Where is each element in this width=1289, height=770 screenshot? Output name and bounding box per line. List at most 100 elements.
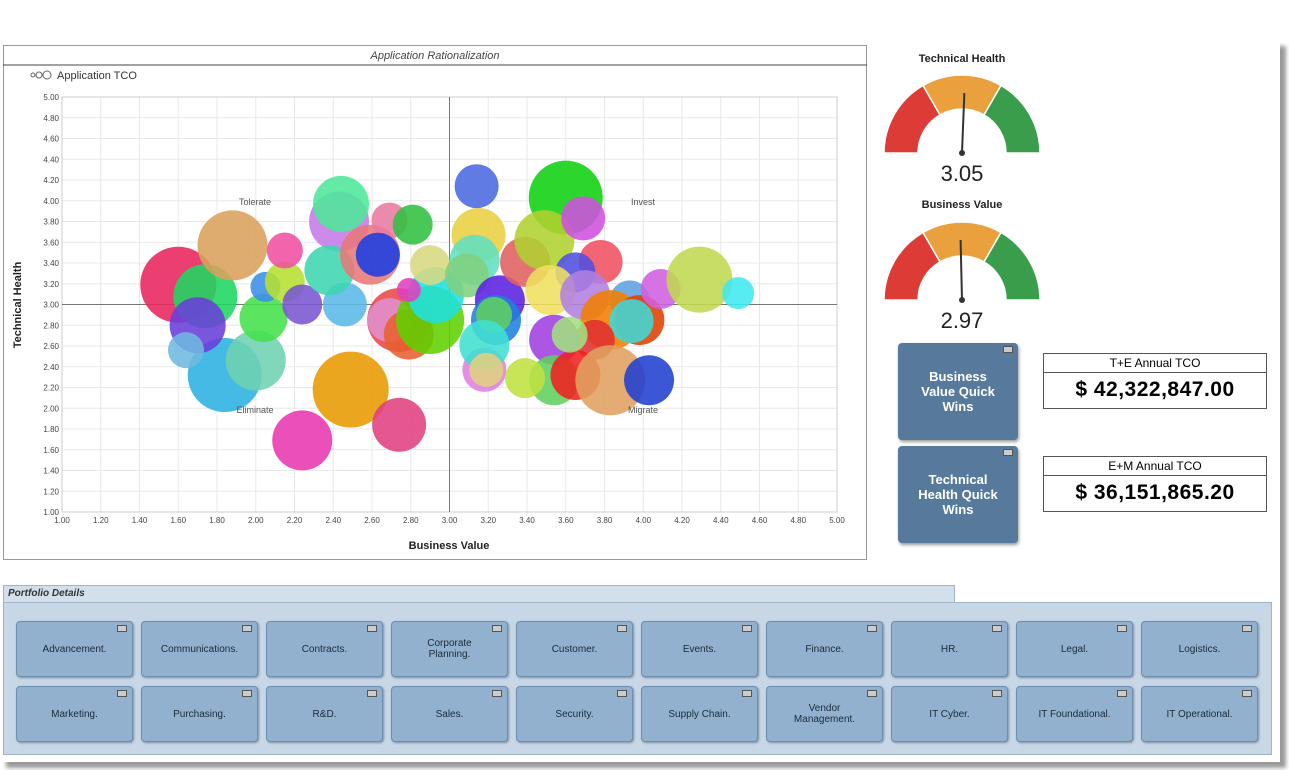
portfolio-button[interactable]: IT Cyber.	[891, 686, 1008, 742]
gauge-hub	[959, 297, 965, 303]
y-tick-label: 4.20	[43, 176, 59, 185]
quadrant-label: Eliminate	[236, 405, 273, 415]
button-label: Corporate Planning.	[427, 638, 472, 660]
x-tick-label: 4.60	[752, 516, 768, 525]
y-tick-label: 4.60	[43, 135, 59, 144]
portfolio-button[interactable]: Corporate Planning.	[391, 621, 508, 677]
bubble	[392, 204, 433, 245]
gauge-value: 2.97	[941, 308, 984, 333]
x-tick-label: 3.00	[442, 516, 458, 525]
portfolio-button[interactable]: Logistics.	[1141, 621, 1258, 677]
gauges: Technical Health 3.05 Business Value 2.97	[883, 53, 1041, 333]
button-label: Business Value Quick Wins	[921, 369, 995, 414]
button-label: Logistics.	[1178, 643, 1221, 655]
x-tick-label: 5.00	[829, 516, 845, 525]
button-label: Vendor Management.	[793, 703, 856, 725]
quick-wins-button[interactable]: Technical Health Quick Wins	[898, 446, 1018, 543]
x-tick-label: 2.40	[325, 516, 341, 525]
portfolio-button[interactable]: Supply Chain.	[641, 686, 758, 742]
portfolio-button[interactable]: IT Operational.	[1141, 686, 1258, 742]
y-tick-label: 3.00	[43, 301, 59, 310]
portfolio-button[interactable]: Finance.	[766, 621, 883, 677]
y-tick-label: 1.40	[43, 467, 59, 476]
bubble	[505, 358, 546, 399]
portfolio-button[interactable]: HR.	[891, 621, 1008, 677]
x-tick-label: 2.60	[364, 516, 380, 525]
legend-icon	[35, 71, 43, 79]
portfolio-button[interactable]: R&D.	[266, 686, 383, 742]
x-tick-label: 3.60	[558, 516, 574, 525]
portfolio-button[interactable]: Security.	[516, 686, 633, 742]
y-tick-label: 2.00	[43, 404, 59, 413]
bubble	[575, 345, 646, 416]
bubble	[372, 397, 427, 452]
x-tick-label: 1.60	[170, 516, 186, 525]
icon	[492, 625, 502, 632]
portfolio-button[interactable]: Marketing.	[16, 686, 133, 742]
icon	[1117, 690, 1127, 697]
y-tick-label: 2.60	[43, 342, 59, 351]
icon	[117, 625, 127, 632]
icon	[1242, 690, 1252, 697]
legend-icon	[42, 70, 52, 80]
y-tick-label: 3.40	[43, 259, 59, 268]
y-tick-label: 3.20	[43, 280, 59, 289]
portfolio-button[interactable]: Purchasing.	[141, 686, 258, 742]
bubble	[454, 164, 499, 209]
button-label: Marketing.	[51, 708, 98, 720]
bubble	[469, 352, 504, 387]
portfolio-button[interactable]: Sales.	[391, 686, 508, 742]
button-label: IT Cyber.	[929, 708, 970, 720]
button-label: Finance.	[805, 643, 844, 655]
bubble	[272, 410, 333, 471]
portfolio-button[interactable]: IT Foundational.	[1016, 686, 1133, 742]
portfolio-button[interactable]: Communications.	[141, 621, 258, 677]
y-tick-label: 2.20	[43, 384, 59, 393]
y-tick-label: 2.40	[43, 363, 59, 372]
x-tick-label: 3.20	[480, 516, 496, 525]
tco-value: $ 36,151,865.20	[1043, 476, 1267, 512]
button-label: Security.	[555, 708, 594, 720]
portfolio-button[interactable]: Advancement.	[16, 621, 133, 677]
icon	[867, 690, 877, 697]
icon	[117, 690, 127, 697]
button-label: HR.	[940, 643, 959, 655]
x-tick-label: 4.00	[635, 516, 651, 525]
bubble	[225, 330, 286, 391]
gauge-title: Business Value	[922, 199, 1003, 211]
icon	[1003, 346, 1013, 353]
tco-label: T+E Annual TCO	[1043, 353, 1267, 373]
bubble	[410, 245, 451, 286]
x-tick-label: 3.40	[519, 516, 535, 525]
gauge-needle	[961, 93, 966, 154]
icon	[617, 625, 627, 632]
icon	[867, 625, 877, 632]
bubble	[266, 232, 303, 269]
button-label: Contracts.	[301, 643, 348, 655]
button-label: Legal.	[1060, 643, 1089, 655]
x-tick-label: 2.80	[403, 516, 419, 525]
button-label: IT Operational.	[1166, 708, 1233, 720]
bubble	[624, 355, 675, 406]
bubble	[722, 277, 755, 310]
portfolio-panel: Advancement. Communications. Contracts. Cor…	[3, 602, 1272, 755]
bubble	[609, 299, 654, 344]
y-tick-label: 5.00	[43, 93, 59, 102]
y-tick-label: 1.20	[43, 487, 59, 496]
y-tick-label: 4.40	[43, 155, 59, 164]
bubble	[197, 210, 268, 281]
portfolio-button[interactable]: Legal.	[1016, 621, 1133, 677]
portfolio-button[interactable]: Customer.	[516, 621, 633, 677]
x-tick-label: 4.40	[713, 516, 729, 525]
portfolio-button[interactable]: Vendor Management.	[766, 686, 883, 742]
x-tick-label: 4.80	[790, 516, 806, 525]
x-tick-label: 1.20	[93, 516, 109, 525]
gauge-needle	[959, 239, 963, 301]
button-label: Sales.	[435, 708, 464, 720]
portfolio-button[interactable]: Contracts.	[266, 621, 383, 677]
portfolio-button[interactable]: Events.	[641, 621, 758, 677]
y-tick-label: 3.60	[43, 238, 59, 247]
quick-wins-button[interactable]: Business Value Quick Wins	[898, 343, 1018, 440]
gauge-band	[982, 84, 1041, 154]
